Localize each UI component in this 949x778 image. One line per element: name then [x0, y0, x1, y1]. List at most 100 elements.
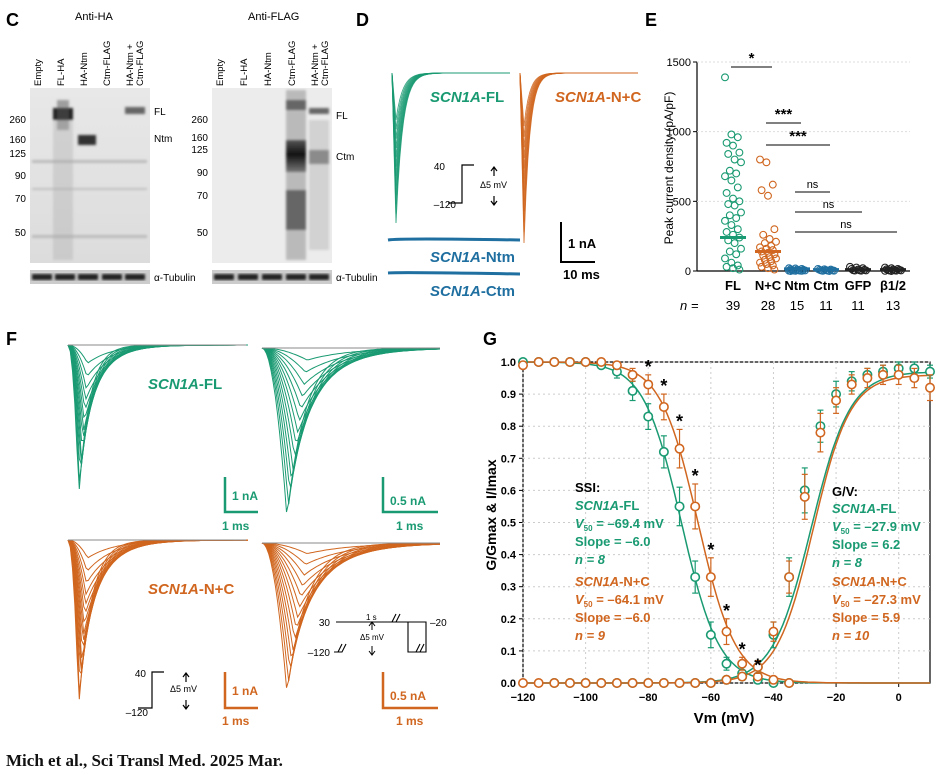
- g-xtick-label: −80: [639, 692, 658, 704]
- e-data-point: [756, 155, 764, 164]
- f-current-trace: [67, 539, 248, 676]
- f-current-trace: [261, 542, 440, 688]
- e-data-point: [768, 180, 777, 189]
- e-data-point: [737, 208, 745, 217]
- d-current-trace: [391, 72, 510, 224]
- g-data-point: [627, 677, 638, 688]
- d-scale-x: 10 ms: [563, 267, 600, 282]
- f-current-trace: [67, 344, 248, 465]
- g-ssi-fl-slope: Slope = –6.0: [575, 534, 651, 549]
- g-data-point: [596, 677, 607, 688]
- e-data-point: [722, 262, 731, 271]
- g-data-point: [862, 373, 873, 384]
- lane-label: Ctm-FLAG: [287, 41, 298, 86]
- f-protocol-bottom: –120: [126, 708, 149, 719]
- f-scale-bars: 1 nA 1 ms 0.5 nA 1 ms 1 nA 1 ms 0.5 nA 1…: [222, 477, 438, 728]
- e-data-point: [735, 265, 744, 274]
- d-fl-label: SCN1A-FL: [430, 89, 504, 106]
- e-data-point: [764, 191, 772, 200]
- e-data-point: [730, 201, 739, 210]
- d-protocol-step: Δ5 mV: [480, 180, 507, 190]
- blot-left: [30, 88, 150, 263]
- e-data-point: [727, 221, 736, 229]
- lane-label: HA-Ntm: [263, 52, 274, 86]
- g-data-point: [643, 379, 654, 390]
- g-data-point: [815, 427, 826, 438]
- e-n-value: 39: [726, 298, 740, 313]
- band-label-fl-left: FL: [154, 107, 166, 118]
- g-data-point: [737, 671, 748, 682]
- f-protocol-step: Δ5 mV: [170, 684, 197, 694]
- g-ytick-label: 0.2: [501, 614, 516, 626]
- e-n-value: 11: [851, 298, 865, 313]
- g-ytick-label: 0.8: [501, 421, 516, 433]
- f-p2-m120: –120: [308, 648, 331, 659]
- g-significance-mark: *: [645, 357, 652, 377]
- g-data-point: [580, 677, 591, 688]
- e-group-label: FL: [725, 278, 741, 293]
- e-data-point: [721, 73, 729, 82]
- e-data-point: [722, 189, 731, 197]
- g-significance-mark: *: [660, 376, 667, 396]
- f-scale-nc-y2: 0.5 nA: [390, 689, 426, 703]
- e-data-point: [730, 155, 739, 164]
- g-xtick-label: −60: [702, 692, 721, 704]
- e-data-point: [770, 225, 779, 234]
- f-fl-label: SCN1A-FL: [148, 376, 222, 393]
- g-data-point: [627, 369, 638, 380]
- g-gv-heading: G/V:: [832, 484, 858, 499]
- d-ntm-trace: [387, 237, 521, 242]
- f-p2-m20: –20: [430, 618, 447, 629]
- g-data-point: [690, 677, 701, 688]
- g-ylabel: G/Gmax & I/Imax: [483, 459, 499, 570]
- e-group-label: N+C: [755, 278, 782, 293]
- g-xtick-label: −100: [573, 692, 598, 704]
- g-significance-mark: *: [676, 411, 683, 431]
- g-data-point: [643, 411, 654, 422]
- e-n-label: n =: [680, 298, 699, 313]
- f-p2-30: 30: [319, 618, 331, 629]
- g-ssi-fl-name: SCN1A-FL: [575, 498, 639, 513]
- g-data-point: [533, 356, 544, 367]
- e-sig-label: ***: [789, 128, 807, 145]
- lane-label: HA-Ntm: [79, 52, 90, 86]
- e-data-point: [725, 166, 734, 175]
- e-data-point: [721, 254, 729, 263]
- g-data-point: [517, 677, 528, 688]
- g-data-point: [533, 677, 544, 688]
- f-protocol-top: 40: [135, 669, 147, 680]
- e-ytick-label: 1000: [667, 127, 691, 139]
- g-data-point: [674, 501, 685, 512]
- e-ytick-label: 0: [685, 266, 691, 278]
- e-n-value: 15: [790, 298, 804, 313]
- g-gv-block: G/V: SCN1A-FL V50 = –27.9 mV Slope = 6.2…: [832, 484, 921, 643]
- e-data-point: [757, 186, 766, 195]
- e-data-point: [729, 141, 737, 150]
- g-data-point: [893, 369, 904, 380]
- e-group-label: β1/2: [880, 278, 906, 293]
- band-label-ntm: Ntm: [154, 134, 172, 145]
- panel-g-chart: 0.0 0.1 0.2 0.3 0.4 0.5 0.6 0.7 0.8 0.9 1.0 −120 −10…: [501, 356, 935, 704]
- e-data-point: [735, 148, 744, 157]
- g-data-point: [596, 356, 607, 367]
- lane-label: FL-HA: [56, 58, 67, 86]
- g-xtick-label: −120: [511, 692, 536, 704]
- f-current-trace: [67, 344, 248, 481]
- g-xtick-label: 0: [896, 692, 902, 704]
- g-ssi-nc-name: SCN1A-N+C: [575, 574, 650, 589]
- e-data-point: [727, 258, 736, 267]
- f-current-trace: [67, 539, 248, 613]
- f-current-trace: [261, 542, 440, 657]
- tubulin-left-bands: [32, 274, 145, 280]
- g-data-point: [799, 491, 810, 502]
- g-data-point: [580, 356, 591, 367]
- mw-marker: 260: [191, 115, 208, 126]
- g-data-point: [878, 369, 889, 380]
- mw-marker: 50: [197, 228, 209, 239]
- e-ylabel: Peak current density (pA/pF): [662, 92, 676, 245]
- f-current-trace: [261, 347, 441, 513]
- e-data-point: [770, 265, 779, 274]
- g-data-point: [611, 360, 622, 371]
- tubulin-label-left: α-Tubulin: [154, 273, 196, 284]
- g-ytick-label: 0.9: [501, 389, 516, 401]
